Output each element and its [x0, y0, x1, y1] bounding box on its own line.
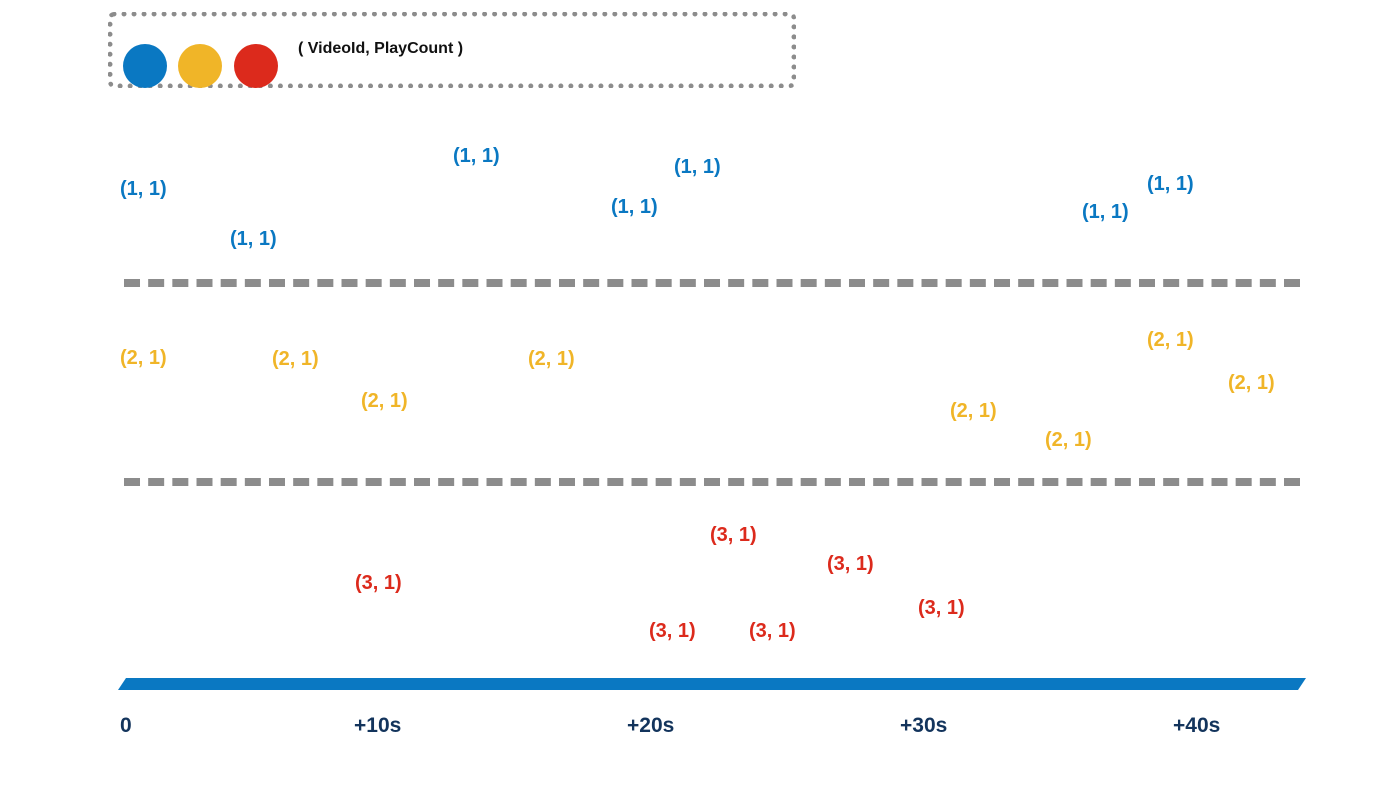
event-video-2: (2, 1) — [1045, 429, 1092, 451]
legend-red-dot — [234, 44, 278, 88]
event-video-3: (3, 1) — [749, 620, 796, 642]
legend-label: ( VideoId, PlayCount ) — [298, 40, 464, 57]
event-video-3: (3, 1) — [649, 620, 696, 642]
legend-blue-dot — [123, 44, 167, 88]
time-tick-30s: +30s — [900, 714, 948, 737]
event-video-3: (3, 1) — [827, 553, 874, 575]
legend — [108, 12, 796, 88]
event-video-3: (3, 1) — [355, 572, 402, 594]
timeline-axis-bar — [118, 678, 1306, 690]
event-video-2: (2, 1) — [1147, 329, 1194, 351]
event-video-2: (2, 1) — [528, 348, 575, 370]
event-video-1: (1, 1) — [1147, 173, 1194, 195]
event-video-2: (2, 1) — [361, 390, 408, 412]
time-tick-20s: +20s — [627, 714, 675, 737]
event-video-3: (3, 1) — [710, 524, 757, 546]
event-video-3: (3, 1) — [918, 597, 965, 619]
event-video-1: (1, 1) — [674, 156, 721, 178]
legend-yellow-dot — [178, 44, 222, 88]
event-video-2: (2, 1) — [272, 348, 319, 370]
event-video-2: (2, 1) — [950, 400, 997, 422]
event-video-1: (1, 1) — [453, 145, 500, 167]
event-video-2: (2, 1) — [1228, 372, 1275, 394]
event-video-1: (1, 1) — [611, 196, 658, 218]
time-tick-0: 0 — [120, 714, 132, 737]
event-video-2: (2, 1) — [120, 347, 167, 369]
lane-divider — [124, 279, 1300, 287]
time-tick-40s: +40s — [1173, 714, 1221, 737]
lane-divider — [124, 478, 1300, 486]
event-video-1: (1, 1) — [1082, 201, 1129, 223]
event-video-1: (1, 1) — [120, 178, 167, 200]
time-tick-10s: +10s — [354, 714, 402, 737]
event-video-1: (1, 1) — [230, 228, 277, 250]
